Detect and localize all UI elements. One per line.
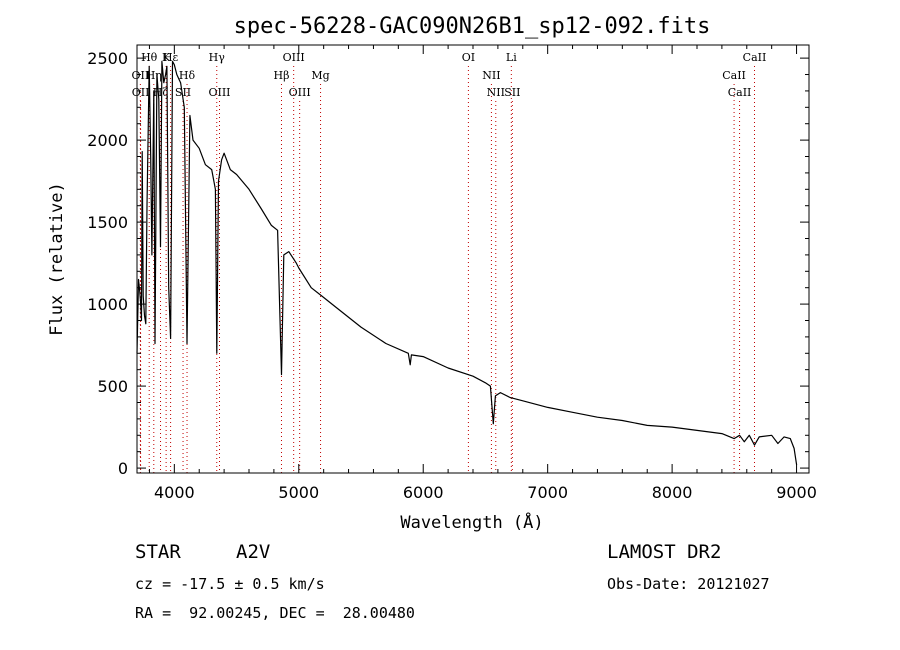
x-tick-label-4: 8000 (652, 483, 693, 502)
series-layer (136, 60, 798, 465)
line-label-21: Hη (146, 69, 162, 82)
line-label-5: OI (462, 51, 475, 64)
obs-date-text: Obs-Date: 20121027 (607, 575, 770, 593)
line-label-4: Mg (311, 69, 329, 82)
line-label-22: Hζ (153, 86, 169, 99)
y-tick-label-3: 1500 (87, 213, 128, 232)
line-label-1: Hδ (179, 69, 196, 82)
x-tick-label-3: 7000 (527, 483, 568, 502)
line-label-7: NII (482, 69, 500, 82)
line-label-8: NII (487, 86, 505, 99)
y-tick-label-4: 2000 (87, 131, 128, 150)
object-subclass: A2V (236, 541, 271, 563)
line-label-20: OII (132, 86, 150, 99)
y-tick-label-1: 500 (97, 377, 128, 396)
line-label-14: CaII (743, 51, 767, 64)
chart-title: spec-56228-GAC090N26B1_sp12-092.fits (234, 14, 711, 39)
object-class: STAR (135, 541, 181, 563)
y-tick-label-0: 0 (118, 459, 128, 478)
line-label-16: CaII (728, 86, 752, 99)
x-tick-label-5: 9000 (776, 483, 817, 502)
x-tick-label-1: 5000 (278, 483, 319, 502)
line-label-19: OII (132, 69, 150, 82)
redshift-text: cz = -17.5 ± 0.5 km/s (135, 575, 325, 593)
line-label-9: SII (504, 86, 520, 99)
survey-label: LAMOST DR2 (607, 541, 722, 563)
line-label-3: Hβ (274, 69, 290, 82)
line-label-10: SII (175, 86, 191, 99)
line-label-0: Hε (163, 51, 179, 64)
line-label-18: K (162, 51, 171, 64)
line-label-17: Hθ (141, 51, 158, 64)
y-tick-label-2: 1000 (87, 295, 128, 314)
line-label-13: OIII (289, 86, 311, 99)
line-label-15: CaII (722, 69, 746, 82)
line-label-6: Li (506, 51, 517, 64)
series-0-line (136, 60, 798, 465)
y-axis: 0 500 1000 1500 2000 2500 (87, 49, 809, 478)
y-tick-label-5: 2500 (87, 49, 128, 68)
x-tick-label-0: 4000 (154, 483, 195, 502)
plot-frame (136, 44, 810, 474)
x-axis: 4000 5000 6000 7000 8000 9000 (148, 45, 817, 502)
line-label-11: OIII (208, 86, 230, 99)
line-label-12: OIII (283, 51, 305, 64)
line-label-2: Hγ (209, 51, 226, 64)
y-axis-label: Flux (relative) (47, 182, 67, 336)
x-tick-label-2: 6000 (403, 483, 444, 502)
x-axis-label: Wavelength (Å) (400, 511, 543, 533)
coordinates-text: RA = 92.00245, DEC = 28.00480 (135, 604, 415, 622)
